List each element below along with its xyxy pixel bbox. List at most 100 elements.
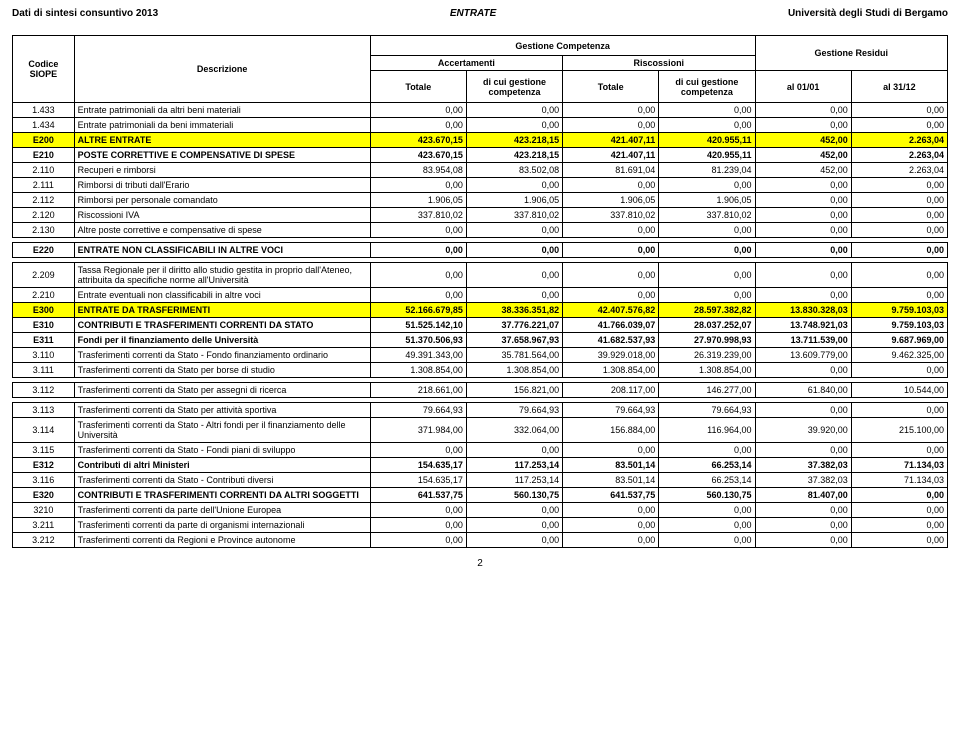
cell-value: 2.263,04 bbox=[851, 163, 947, 178]
cell-value: 0,00 bbox=[659, 223, 755, 238]
cell-value: 116.964,00 bbox=[659, 418, 755, 443]
cell-value: 0,00 bbox=[659, 503, 755, 518]
cell-value: 0,00 bbox=[851, 208, 947, 223]
cell-value: 83.954,08 bbox=[370, 163, 466, 178]
cell-value: 0,00 bbox=[659, 288, 755, 303]
cell-code: 1.434 bbox=[13, 118, 75, 133]
cell-value: 208.117,00 bbox=[563, 383, 659, 398]
cell-value: 0,00 bbox=[851, 503, 947, 518]
cell-value: 1.906,05 bbox=[466, 193, 562, 208]
cell-desc: ENTRATE NON CLASSIFICABILI IN ALTRE VOCI bbox=[74, 243, 370, 258]
cell-value: 117.253,14 bbox=[466, 458, 562, 473]
cell-code: 3210 bbox=[13, 503, 75, 518]
cell-value: 0,00 bbox=[755, 518, 851, 533]
cell-value: 423.670,15 bbox=[370, 133, 466, 148]
cell-value: 83.501,14 bbox=[563, 458, 659, 473]
cell-value: 0,00 bbox=[563, 263, 659, 288]
th-dicui-1: di cui gestione competenza bbox=[466, 71, 562, 103]
cell-code: E220 bbox=[13, 243, 75, 258]
cell-value: 0,00 bbox=[851, 363, 947, 378]
header-left: Dati di sintesi consuntivo 2013 bbox=[12, 8, 158, 19]
th-totale-1: Totale bbox=[370, 71, 466, 103]
cell-value: 13.609.779,00 bbox=[755, 348, 851, 363]
table-row: 3.116Trasferimenti correnti da Stato - C… bbox=[13, 473, 948, 488]
cell-value: 0,00 bbox=[563, 503, 659, 518]
cell-code: 2.210 bbox=[13, 288, 75, 303]
cell-desc: Altre poste correttive e compensative di… bbox=[74, 223, 370, 238]
cell-value: 0,00 bbox=[563, 243, 659, 258]
cell-value: 1.906,05 bbox=[659, 193, 755, 208]
cell-value: 421.407,11 bbox=[563, 133, 659, 148]
cell-code: 3.112 bbox=[13, 383, 75, 398]
cell-desc: Rimborsi per personale comandato bbox=[74, 193, 370, 208]
cell-value: 41.766.039,07 bbox=[563, 318, 659, 333]
cell-value: 13.711.539,00 bbox=[755, 333, 851, 348]
table-row: 3.212Trasferimenti correnti da Regioni e… bbox=[13, 533, 948, 548]
cell-code: 3.211 bbox=[13, 518, 75, 533]
cell-value: 13.830.328,03 bbox=[755, 303, 851, 318]
cell-value: 9.759.103,03 bbox=[851, 318, 947, 333]
cell-value: 0,00 bbox=[851, 243, 947, 258]
cell-desc: Trasferimenti correnti da Stato - Fondi … bbox=[74, 443, 370, 458]
cell-value: 0,00 bbox=[370, 503, 466, 518]
cell-value: 423.218,15 bbox=[466, 148, 562, 163]
cell-value: 452,00 bbox=[755, 148, 851, 163]
table-row: E320CONTRIBUTI E TRASFERIMENTI CORRENTI … bbox=[13, 488, 948, 503]
cell-value: 1.906,05 bbox=[563, 193, 659, 208]
th-codice: Codice SIOPE bbox=[13, 36, 75, 103]
cell-value: 9.462.325,00 bbox=[851, 348, 947, 363]
table-row: 2.130Altre poste correttive e compensati… bbox=[13, 223, 948, 238]
cell-desc: Trasferimenti correnti da Stato - Fondo … bbox=[74, 348, 370, 363]
cell-value: 0,00 bbox=[466, 503, 562, 518]
th-accertamenti: Accertamenti bbox=[370, 56, 562, 71]
cell-value: 0,00 bbox=[851, 223, 947, 238]
cell-code: 2.209 bbox=[13, 263, 75, 288]
cell-value: 0,00 bbox=[659, 533, 755, 548]
table-row: E210POSTE CORRETTIVE E COMPENSATIVE DI S… bbox=[13, 148, 948, 163]
cell-value: 28.037.252,07 bbox=[659, 318, 755, 333]
th-totale-2: Totale bbox=[563, 71, 659, 103]
table-row: E311Fondi per il finanziamento delle Uni… bbox=[13, 333, 948, 348]
cell-value: 0,00 bbox=[563, 178, 659, 193]
cell-value: 0,00 bbox=[851, 178, 947, 193]
cell-value: 71.134,03 bbox=[851, 458, 947, 473]
cell-value: 0,00 bbox=[659, 178, 755, 193]
cell-value: 27.970.998,93 bbox=[659, 333, 755, 348]
cell-value: 79.664,93 bbox=[659, 403, 755, 418]
cell-value: 0,00 bbox=[851, 263, 947, 288]
cell-value: 51.370.506,93 bbox=[370, 333, 466, 348]
cell-value: 423.670,15 bbox=[370, 148, 466, 163]
cell-value: 26.319.239,00 bbox=[659, 348, 755, 363]
cell-value: 39.920,00 bbox=[755, 418, 851, 443]
cell-desc: Contributi di altri Ministeri bbox=[74, 458, 370, 473]
cell-code: 2.110 bbox=[13, 163, 75, 178]
th-al3112: al 31/12 bbox=[851, 71, 947, 103]
cell-value: 215.100,00 bbox=[851, 418, 947, 443]
cell-desc: Recuperi e rimborsi bbox=[74, 163, 370, 178]
cell-code: E300 bbox=[13, 303, 75, 318]
cell-value: 0,00 bbox=[755, 363, 851, 378]
cell-desc: Trasferimenti correnti da Regioni e Prov… bbox=[74, 533, 370, 548]
cell-value: 452,00 bbox=[755, 133, 851, 148]
cell-code: 3.113 bbox=[13, 403, 75, 418]
table-row: 3.111Trasferimenti correnti da Stato per… bbox=[13, 363, 948, 378]
cell-desc: Rimborsi di tributi dall'Erario bbox=[74, 178, 370, 193]
cell-value: 0,00 bbox=[659, 443, 755, 458]
table-row: 2.120Riscossioni IVA337.810,02337.810,02… bbox=[13, 208, 948, 223]
cell-desc: Fondi per il finanziamento delle Univers… bbox=[74, 333, 370, 348]
cell-value: 420.955,11 bbox=[659, 133, 755, 148]
table-row: 3.112Trasferimenti correnti da Stato per… bbox=[13, 383, 948, 398]
cell-value: 0,00 bbox=[563, 533, 659, 548]
table-row: E300ENTRATE DA TRASFERIMENTI52.166.679,8… bbox=[13, 303, 948, 318]
cell-value: 0,00 bbox=[563, 223, 659, 238]
th-gestione-competenza: Gestione Competenza bbox=[370, 36, 755, 56]
cell-value: 0,00 bbox=[466, 103, 562, 118]
cell-desc: POSTE CORRETTIVE E COMPENSATIVE DI SPESE bbox=[74, 148, 370, 163]
cell-value: 0,00 bbox=[659, 263, 755, 288]
cell-value: 9.687.969,00 bbox=[851, 333, 947, 348]
th-riscossioni: Riscossioni bbox=[563, 56, 755, 71]
table-row: 3.110Trasferimenti correnti da Stato - F… bbox=[13, 348, 948, 363]
header-center: ENTRATE bbox=[450, 8, 496, 19]
cell-desc: Trasferimenti correnti da parte di organ… bbox=[74, 518, 370, 533]
cell-value: 35.781.564,00 bbox=[466, 348, 562, 363]
